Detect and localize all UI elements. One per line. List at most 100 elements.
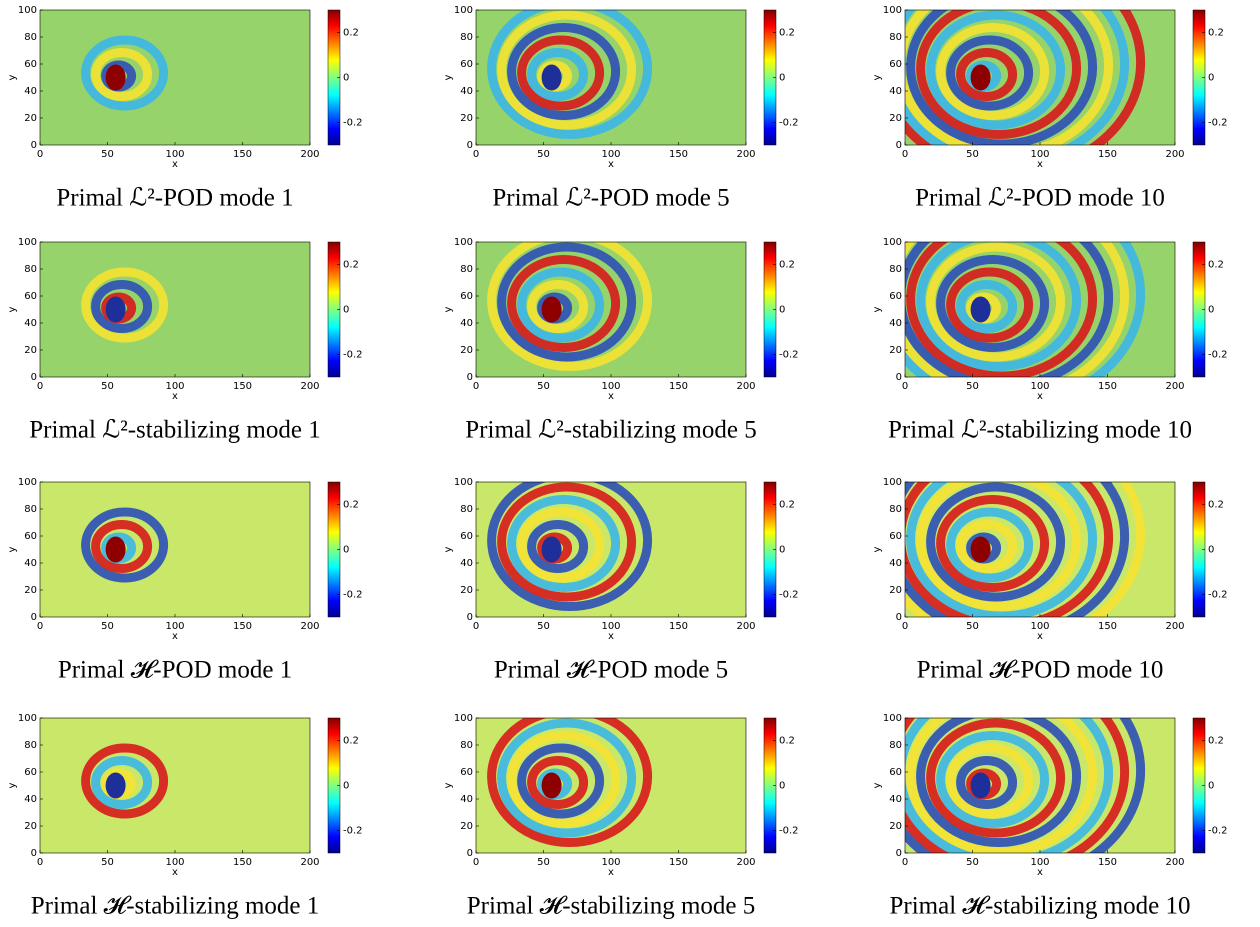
field-ring [517,743,605,819]
field [40,482,310,617]
y-tick-label: 0 [896,612,902,623]
field-ring [487,482,653,611]
field [905,482,1175,617]
field-ring [916,10,1082,139]
colorbar-tick-label: -0.2 [779,350,799,361]
y-axis-label: y [872,306,883,312]
y-tick-label: 80 [889,32,902,43]
x-axis-label: x [608,391,614,402]
caption: Primal 𝓗-stabilizing mode 1 [31,893,319,920]
field-ring [936,731,1050,828]
field-ring [926,482,1066,602]
y-axis-label: y [7,74,18,80]
field [905,718,1175,853]
colorbar-tick-label: 0 [1208,73,1214,84]
caption: Primal ℒ²-POD mode 10 [915,185,1165,212]
x-tick-label: 150 [1098,381,1117,392]
field-ring [946,743,1034,819]
y-tick-label: 100 [18,5,37,16]
field-ring [956,756,1018,809]
y-tick-label: 20 [460,585,473,596]
x-tick-label: 0 [37,381,43,392]
y-tick-label: 60 [889,59,902,70]
y-tick-label: 40 [889,558,902,569]
y-tick-label: 20 [24,345,37,356]
y-tick-label: 0 [31,372,37,383]
x-axis-label: x [1037,631,1043,642]
colorbar-tick-label: 0 [343,545,349,556]
field-core [970,296,991,323]
field-ring [507,23,621,120]
x-tick-label: 50 [101,149,114,160]
x-tick-label: 150 [1098,149,1117,160]
x-tick-label: 0 [902,621,908,632]
field-ring [91,520,153,573]
field-core [970,772,991,799]
y-tick-label: 0 [467,140,473,151]
x-tick-label: 200 [300,621,319,632]
x-tick-label: 150 [669,857,688,868]
field-ring [905,242,1146,377]
colorbar-tick-label: 0.2 [779,260,795,271]
field-ring [926,718,1066,838]
x-tick-label: 200 [736,381,755,392]
x-tick-label: 150 [669,621,688,632]
y-axis-label: y [7,546,18,552]
x-tick-label: 100 [1030,857,1049,868]
y-axis-label: y [872,74,883,80]
field [905,242,1175,377]
y-tick-label: 20 [889,585,902,596]
colorbar-tick-label: 0 [343,305,349,316]
field-ring [507,731,621,828]
field-ring [936,255,1050,352]
caption: Primal 𝓗-POD mode 10 [917,657,1164,684]
field-ring [517,507,605,583]
field-core [105,64,126,91]
x-axis-label: x [1037,159,1043,170]
panel: 0 50 100 150 200020406080100xy-0.200.2Primal… [7,237,363,444]
field-ring [906,242,1098,377]
x-tick-label: 100 [601,381,620,392]
x-tick-label: 200 [300,857,319,868]
caption: Primal ℒ²-stabilizing mode 5 [465,417,756,444]
colorbar-tick-label: -0.2 [343,118,363,129]
colorbar-tick-label: 0.2 [1208,260,1224,271]
y-tick-label: 20 [460,821,473,832]
colorbar-tick-label: 0 [343,781,349,792]
colorbar-tick-label: 0.2 [779,500,795,511]
field-core [541,772,562,799]
field-ring [906,482,1098,617]
x-tick-label: 100 [1030,149,1049,160]
x-axis-label: x [172,867,178,878]
x-tick-label: 50 [101,857,114,868]
x-tick-label: 0 [37,857,43,868]
y-tick-label: 60 [24,291,37,302]
field-ring [956,280,1018,333]
y-tick-label: 40 [24,558,37,569]
y-tick-label: 20 [24,585,37,596]
y-tick-label: 0 [31,848,37,859]
y-axis-label: y [443,306,454,312]
y-tick-label: 20 [24,113,37,124]
colorbar-tick-label: 0.2 [1208,28,1224,39]
colorbar-tick-label: 0.2 [343,28,359,39]
y-tick-label: 60 [889,291,902,302]
y-tick-label: 20 [460,345,473,356]
y-tick-label: 80 [889,264,902,275]
y-tick-label: 60 [460,291,473,302]
y-tick-label: 80 [24,504,37,515]
x-tick-label: 100 [1030,381,1049,392]
y-tick-label: 40 [24,86,37,97]
field [476,242,746,377]
y-tick-label: 80 [889,740,902,751]
field-ring [946,35,1034,111]
x-tick-label: 100 [165,857,184,868]
field-ring [936,23,1050,120]
y-tick-label: 60 [24,767,37,778]
field-ring [905,10,1130,145]
y-tick-label: 60 [889,767,902,778]
field-core [541,64,562,91]
field-core [541,536,562,563]
field-ring [487,718,653,847]
x-tick-label: 100 [165,621,184,632]
